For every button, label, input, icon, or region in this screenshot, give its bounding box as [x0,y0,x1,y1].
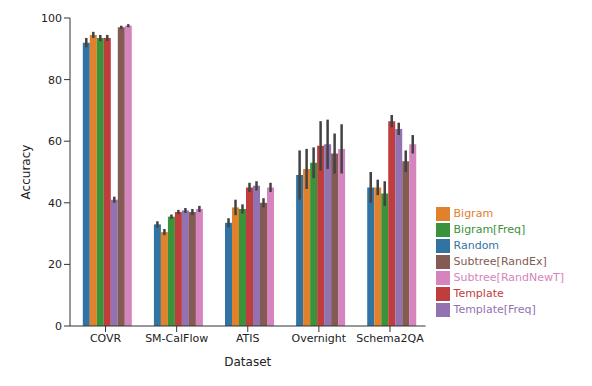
svg-text:ATIS: ATIS [236,332,260,345]
svg-text:0: 0 [55,320,62,333]
html-text:Subtree[RandEx]: Subtree[RandEx] [453,255,547,268]
svg-text:100: 100 [41,12,62,25]
svg-text:Accuracy: Accuracy [19,145,33,200]
svg-text:Overnight: Overnight [292,332,347,345]
html-text:Bigram: Bigram [453,207,494,220]
html-text:Template[Freq]: Template[Freq] [453,303,536,316]
html-text:Template: Template [453,287,504,300]
html-text:Bigram[Freq]: Bigram[Freq] [453,223,526,236]
svg-text:60: 60 [48,135,62,148]
svg-text:Dataset: Dataset [224,355,271,369]
svg-text:SM-CalFlow: SM-CalFlow [145,332,208,345]
svg-text:Schema2QA: Schema2QA [356,332,424,345]
svg-text:80: 80 [48,74,62,87]
svg-text:20: 20 [48,258,62,271]
svg-text:40: 40 [48,197,62,210]
svg-text:COVR: COVR [90,332,122,345]
html-text:Random: Random [453,239,500,252]
html-text:Subtree[RandNewT]: Subtree[RandNewT] [453,271,564,284]
